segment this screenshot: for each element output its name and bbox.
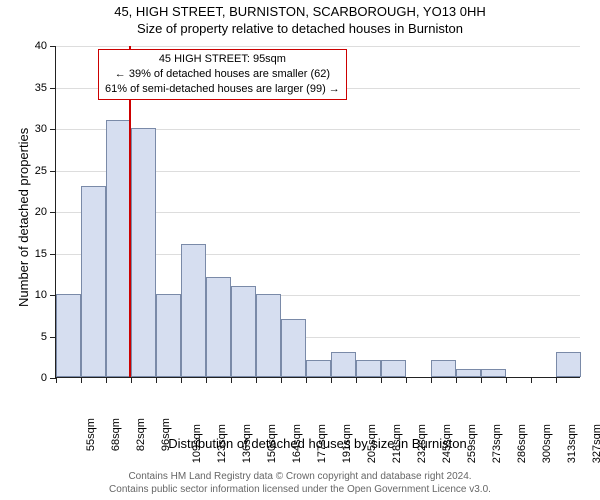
y-tick-label: 35 xyxy=(35,82,56,94)
x-tick xyxy=(356,377,357,383)
histogram-bar xyxy=(281,319,306,377)
x-tick-label: 205sqm xyxy=(366,385,378,424)
x-tick-label: 232sqm xyxy=(416,385,428,424)
x-tick-label: 300sqm xyxy=(541,385,553,424)
x-tick-label: 286sqm xyxy=(516,385,528,424)
histogram-bar xyxy=(431,360,456,377)
x-tick xyxy=(206,377,207,383)
x-tick-label: 136sqm xyxy=(241,385,253,424)
histogram-bar xyxy=(106,120,131,377)
chart-title-line1: 45, HIGH STREET, BURNISTON, SCARBOROUGH,… xyxy=(0,4,600,19)
x-tick-label: 191sqm xyxy=(341,385,353,424)
x-tick-label: 109sqm xyxy=(191,385,203,424)
x-tick xyxy=(131,377,132,383)
attribution-line2: Contains public sector information licen… xyxy=(0,483,600,496)
x-tick xyxy=(431,377,432,383)
histogram-bar xyxy=(81,186,106,377)
marker-line-3: 61% of semi-detached houses are larger (… xyxy=(105,82,340,97)
x-tick xyxy=(106,377,107,383)
property-size-chart: 45, HIGH STREET, BURNISTON, SCARBOROUGH,… xyxy=(0,0,600,500)
x-tick xyxy=(331,377,332,383)
x-tick xyxy=(306,377,307,383)
x-tick-label: 123sqm xyxy=(216,385,228,424)
x-tick-label: 313sqm xyxy=(566,385,578,424)
histogram-bar xyxy=(556,352,581,377)
y-tick-label: 25 xyxy=(35,165,56,177)
histogram-bar xyxy=(356,360,381,377)
x-tick-label: 55sqm xyxy=(85,385,97,418)
x-tick-label: 245sqm xyxy=(441,385,453,424)
x-tick xyxy=(56,377,57,383)
x-tick xyxy=(256,377,257,383)
x-axis-title: Distribution of detached houses by size … xyxy=(55,436,580,451)
histogram-bar xyxy=(381,360,406,377)
y-tick-label: 30 xyxy=(35,123,56,135)
x-tick-label: 68sqm xyxy=(110,385,122,418)
y-axis-title: Number of detached properties xyxy=(16,128,31,307)
histogram-bar xyxy=(306,360,331,377)
y-tick-label: 20 xyxy=(35,206,56,218)
histogram-bar xyxy=(206,277,231,377)
marker-line-1: 45 HIGH STREET: 95sqm xyxy=(105,52,340,67)
x-tick xyxy=(531,377,532,383)
chart-title-block: 45, HIGH STREET, BURNISTON, SCARBOROUGH,… xyxy=(0,4,600,36)
x-tick xyxy=(281,377,282,383)
histogram-bar xyxy=(181,244,206,377)
x-tick xyxy=(456,377,457,383)
histogram-bar xyxy=(256,294,281,377)
marker-annotation-box: 45 HIGH STREET: 95sqm ← 39% of detached … xyxy=(98,49,347,100)
x-tick xyxy=(181,377,182,383)
x-tick xyxy=(81,377,82,383)
gridline xyxy=(56,46,580,47)
histogram-bar xyxy=(131,128,156,377)
x-tick-label: 177sqm xyxy=(316,385,328,424)
x-tick-label: 259sqm xyxy=(466,385,478,424)
histogram-bar xyxy=(231,286,256,377)
histogram-bar xyxy=(56,294,81,377)
x-tick xyxy=(481,377,482,383)
y-tick-label: 5 xyxy=(41,331,56,343)
x-tick-label: 96sqm xyxy=(160,385,172,418)
x-tick-label: 164sqm xyxy=(291,385,303,424)
x-tick xyxy=(156,377,157,383)
attribution-line1: Contains HM Land Registry data © Crown c… xyxy=(0,470,600,483)
y-tick-label: 40 xyxy=(35,40,56,52)
x-tick-label: 218sqm xyxy=(391,385,403,424)
marker-line-2: ← 39% of detached houses are smaller (62… xyxy=(105,67,340,82)
x-tick xyxy=(231,377,232,383)
histogram-bar xyxy=(331,352,356,377)
histogram-bar xyxy=(481,369,506,377)
y-tick-label: 0 xyxy=(41,372,56,384)
x-tick-label: 82sqm xyxy=(135,385,147,418)
x-tick xyxy=(381,377,382,383)
histogram-bar xyxy=(156,294,181,377)
attribution-text: Contains HM Land Registry data © Crown c… xyxy=(0,470,600,496)
y-tick-label: 10 xyxy=(35,289,56,301)
x-tick-label: 273sqm xyxy=(491,385,503,424)
x-tick-label: 150sqm xyxy=(266,385,278,424)
x-tick-label: 327sqm xyxy=(591,385,600,424)
x-tick xyxy=(506,377,507,383)
x-tick xyxy=(556,377,557,383)
y-tick-label: 15 xyxy=(35,248,56,260)
chart-title-line2: Size of property relative to detached ho… xyxy=(0,21,600,36)
x-tick xyxy=(406,377,407,383)
histogram-bar xyxy=(456,369,481,377)
